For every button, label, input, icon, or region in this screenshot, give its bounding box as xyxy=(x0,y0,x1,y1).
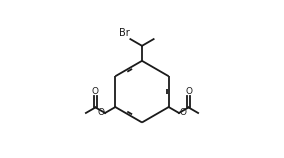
Text: O: O xyxy=(185,87,192,96)
Text: Br: Br xyxy=(119,28,130,39)
Text: O: O xyxy=(180,109,187,117)
Text: O: O xyxy=(97,109,104,117)
Text: O: O xyxy=(92,87,99,96)
